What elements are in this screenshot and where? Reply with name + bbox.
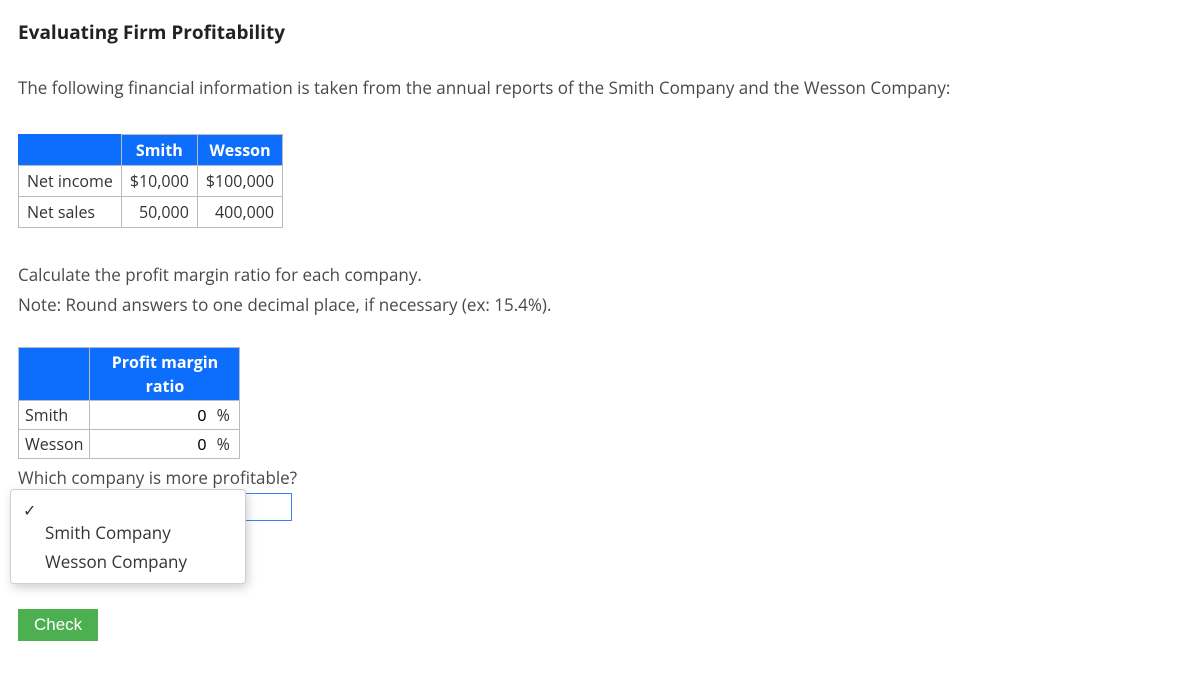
which-company-question: Which company is more profitable? [18,465,1182,491]
row-label: Net sales [19,197,122,228]
table-header-smith: Smith [121,135,197,166]
percent-unit: % [215,403,235,427]
table-row: Smith % [19,401,240,430]
check-button[interactable]: Check [18,609,98,641]
answer-header: Profit margin ratio [90,348,240,401]
dropdown-option-wesson[interactable]: Wesson Company [11,547,245,577]
answer-row-label: Smith [19,401,90,430]
answer-table: Profit margin ratio Smith % Wesson % [18,347,240,459]
table-row: Net sales 50,000 400,000 [19,197,283,228]
financial-data-table: Smith Wesson Net income $10,000 $100,000… [18,134,283,228]
answer-row-label: Wesson [19,430,90,459]
cell-value: $10,000 [121,166,197,197]
dropdown-option-blank[interactable] [11,496,245,518]
cell-value: 50,000 [121,197,197,228]
table-header-blank [19,135,122,166]
row-label: Net income [19,166,122,197]
table-header-wesson: Wesson [197,135,282,166]
cell-value: 400,000 [197,197,282,228]
dropdown-option-smith[interactable]: Smith Company [11,518,245,548]
table-row: Wesson % [19,430,240,459]
cell-value: $100,000 [197,166,282,197]
page-title: Evaluating Firm Profitability [18,18,1182,47]
smith-answer-input[interactable] [90,406,210,428]
instruction-note: Note: Round answers to one decimal place… [18,292,1182,318]
percent-unit: % [215,432,235,456]
instruction-line: Calculate the profit margin ratio for ea… [18,262,1182,288]
intro-text: The following financial information is t… [18,75,1182,101]
table-row: Net income $10,000 $100,000 [19,166,283,197]
company-dropdown-menu: Smith Company Wesson Company [10,489,246,584]
answer-header-blank [19,348,90,401]
wesson-answer-input[interactable] [90,435,210,457]
